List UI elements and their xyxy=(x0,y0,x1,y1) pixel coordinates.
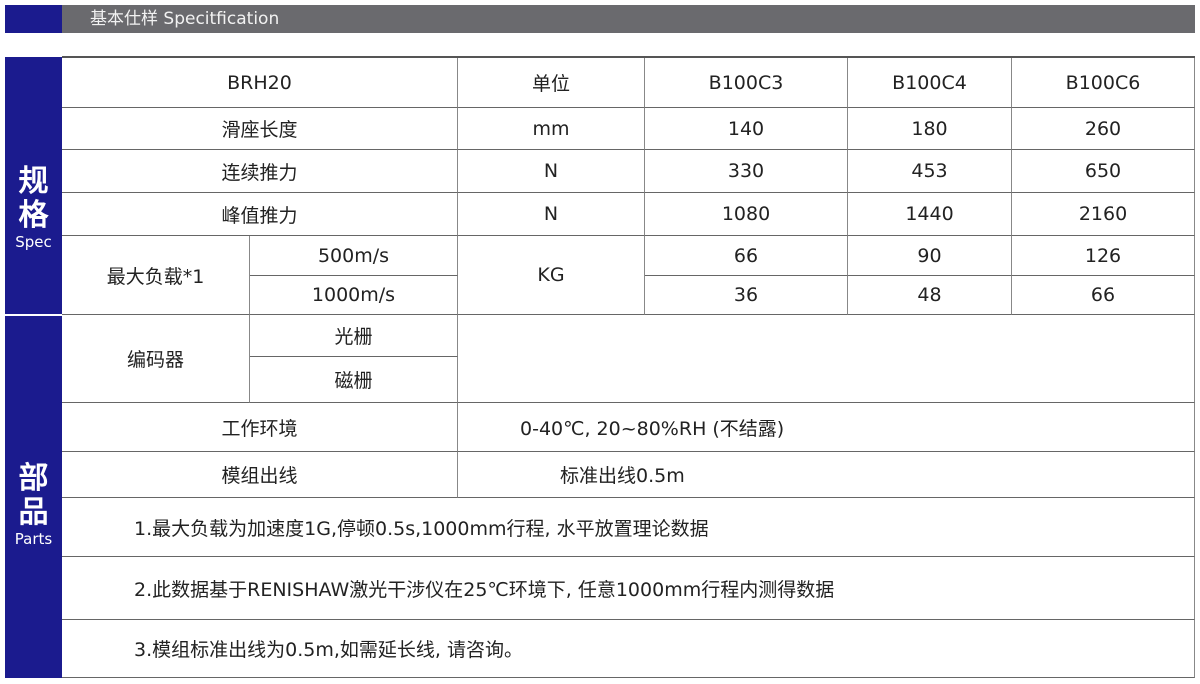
max-load-value: 66 xyxy=(645,236,848,276)
parts-label-cn: 部 xyxy=(18,461,49,496)
row-value: 1080 xyxy=(645,193,848,236)
row-value: 140 xyxy=(645,108,848,150)
max-load-value: 126 xyxy=(1012,236,1195,276)
spec-label-en: Spec xyxy=(15,233,52,251)
parts-label-en: Parts xyxy=(14,530,53,548)
row-value: 180 xyxy=(848,108,1012,150)
row-label: 滑座长度 xyxy=(62,108,458,150)
row-unit: mm xyxy=(458,108,645,150)
row-value: 650 xyxy=(1012,150,1195,193)
header-variant: B100C4 xyxy=(848,58,1012,108)
row-value: 1440 xyxy=(848,193,1012,236)
parts-label-cn: 品 xyxy=(18,495,49,530)
row-label: 连续推力 xyxy=(62,150,458,193)
max-load-label: 最大负载*1 xyxy=(62,236,250,315)
max-load-speed: 1000m/s xyxy=(250,276,458,315)
cable-label: 模组出线 xyxy=(62,452,458,498)
max-load-value: 36 xyxy=(645,276,848,315)
row-value: 260 xyxy=(1012,108,1195,150)
header-accent xyxy=(5,5,62,33)
encoder-option: 光栅 xyxy=(250,315,458,357)
row-unit: N xyxy=(458,150,645,193)
row-value: 453 xyxy=(848,150,1012,193)
max-load-speed: 500m/s xyxy=(250,236,458,276)
cable-value: 标准出线0.5m xyxy=(458,452,1195,498)
spec-label-cn: 格 xyxy=(18,198,49,233)
table-top-border xyxy=(62,56,1195,58)
header-variant: B100C3 xyxy=(645,58,848,108)
parts-side-label: 部 品 Parts xyxy=(5,316,62,678)
spec-label-cn: 规 xyxy=(18,164,49,199)
max-load-value: 66 xyxy=(1012,276,1195,315)
header-variant: B100C6 xyxy=(1012,58,1195,108)
row-value: 2160 xyxy=(1012,193,1195,236)
section-header: 基本仕样 Specitfication xyxy=(62,5,1195,33)
encoder-label: 编码器 xyxy=(62,315,250,403)
header-unit: 单位 xyxy=(458,58,645,108)
row-value: 330 xyxy=(645,150,848,193)
environment-label: 工作环境 xyxy=(62,403,458,452)
row-label: 峰值推力 xyxy=(62,193,458,236)
footnote: 2.此数据基于RENISHAW激光干涉仪在25℃环境下, 任意1000mm行程内… xyxy=(62,557,1195,620)
footnote: 1.最大负载为加速度1G,停顿0.5s,1000mm行程, 水平放置理论数据 xyxy=(62,498,1195,557)
row-unit: N xyxy=(458,193,645,236)
max-load-value: 48 xyxy=(848,276,1012,315)
max-load-unit: KG xyxy=(458,236,645,315)
encoder-value-empty xyxy=(458,315,1195,403)
header-model: BRH20 xyxy=(62,58,458,108)
spec-side-label: 规 格 Spec xyxy=(5,57,62,314)
footnote: 3.模组标准出线为0.5m,如需延长线, 请咨询。 xyxy=(62,620,1195,678)
max-load-value: 90 xyxy=(848,236,1012,276)
encoder-option: 磁栅 xyxy=(250,357,458,403)
environment-value: 0-40℃, 20~80%RH (不结露) xyxy=(458,403,1195,452)
